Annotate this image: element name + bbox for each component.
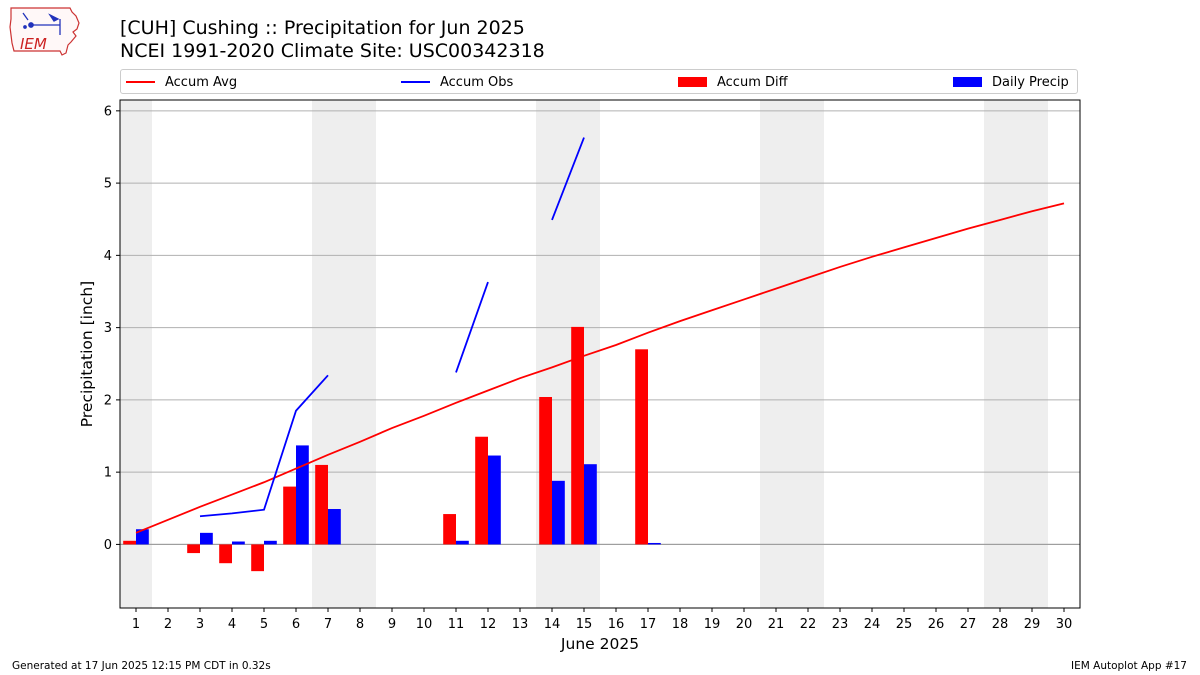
x-tick-label: 21 (768, 617, 785, 632)
legend-item-accum-diff: Accum Diff (678, 73, 788, 91)
x-tick-label: 19 (704, 617, 721, 632)
x-tick-label: 8 (356, 617, 364, 632)
line-accum-obs (551, 137, 585, 221)
x-tick-label: 25 (896, 617, 913, 632)
y-tick-label: 3 (104, 321, 112, 336)
x-tick-label: 7 (324, 617, 332, 632)
y-axis-label: Precipitation [inch] (78, 281, 96, 427)
line-accum-avg (135, 202, 1065, 534)
bar-daily-precip (648, 542, 661, 545)
x-tick-label: 1 (132, 617, 140, 632)
bar-accum-diff (123, 540, 136, 545)
x-tick-label: 28 (992, 617, 1009, 632)
legend-label: Accum Diff (717, 74, 788, 90)
x-tick-label: 4 (228, 617, 236, 632)
bar-accum-diff (571, 326, 584, 545)
line-accum-obs (199, 374, 329, 518)
y-axis-ticks: 0 1 2 3 4 5 6 (104, 104, 120, 553)
bar-daily-precip (328, 509, 341, 545)
y-tick-label: 1 (104, 466, 112, 481)
x-tick-label: 5 (260, 617, 268, 632)
bar-daily-precip (584, 464, 597, 545)
y-tick-label: 2 (104, 393, 112, 408)
x-tick-label: 10 (416, 617, 433, 632)
x-tick-label: 9 (388, 617, 396, 632)
bar-accum-diff (315, 464, 328, 545)
weather-station-icon (22, 12, 61, 35)
legend-swatch (126, 81, 155, 83)
weekend-band (120, 100, 152, 608)
x-tick-label: 26 (928, 617, 945, 632)
x-tick-label: 16 (608, 617, 625, 632)
bar-accum-diff (219, 544, 232, 564)
x-tick-label: 29 (1024, 617, 1041, 632)
x-tick-label: 11 (448, 617, 465, 632)
x-tick-label: 12 (480, 617, 497, 632)
x-tick-label: 2 (164, 617, 172, 632)
bar-accum-diff (443, 514, 456, 545)
bar-daily-precip (136, 529, 149, 545)
plot-frame (119, 99, 1081, 609)
y-tick-label: 4 (104, 249, 112, 264)
bar-accum-diff (475, 436, 488, 545)
legend: Accum Avg Accum Obs Accum Diff Daily Pre… (120, 69, 1078, 94)
bar-accum-diff (635, 349, 648, 545)
x-tick-label: 18 (672, 617, 689, 632)
x-tick-label: 23 (832, 617, 849, 632)
bar-daily-precip (296, 445, 309, 545)
legend-swatch (401, 81, 430, 83)
x-tick-label: 6 (292, 617, 300, 632)
bar-daily-precip (200, 532, 213, 545)
bar-daily-precip (264, 540, 277, 545)
x-tick-label: 22 (800, 617, 817, 632)
bars (123, 326, 661, 572)
bar-accum-diff (283, 486, 296, 545)
iem-logo: IEM (9, 7, 80, 56)
legend-item-accum-obs: Accum Obs (401, 73, 513, 91)
y-tick-label: 5 (104, 177, 112, 192)
bar-daily-precip (456, 540, 469, 545)
x-tick-label: 3 (196, 617, 204, 632)
legend-swatch (953, 77, 982, 87)
legend-label: Daily Precip (992, 74, 1069, 90)
gridlines (120, 110, 1080, 545)
x-axis-ticks: 1 2 3 4 5 6 7 8 9 10 11 12 13 14 15 16 17 18 19 20 21 22 23 24 2… (132, 608, 1072, 632)
chart-title: [CUH] Cushing :: Precipitation for Jun 2… (120, 17, 525, 39)
x-tick-label: 14 (544, 617, 561, 632)
legend-item-daily-precip: Daily Precip (953, 73, 1069, 91)
chart-subtitle: NCEI 1991-2020 Climate Site: USC00342318 (120, 40, 545, 62)
weekend-band (984, 100, 1016, 608)
logo-text: IEM (20, 35, 47, 53)
x-tick-label: 27 (960, 617, 977, 632)
legend-label: Accum Avg (165, 74, 238, 90)
bar-daily-precip (552, 480, 565, 545)
x-axis-label: June 2025 (560, 635, 639, 653)
line-accum-obs (455, 281, 489, 373)
footer-generated: Generated at 17 Jun 2025 12:15 PM CDT in… (12, 660, 271, 672)
bar-daily-precip (232, 541, 245, 545)
footer-app: IEM Autoplot App #17 (1071, 660, 1187, 672)
bar-accum-diff (539, 396, 552, 545)
weekend-band (792, 100, 824, 608)
x-tick-label: 17 (640, 617, 657, 632)
x-tick-label: 13 (512, 617, 529, 632)
weekend-band (760, 100, 792, 608)
x-tick-label: 20 (736, 617, 753, 632)
bar-daily-precip (488, 455, 501, 545)
bar-accum-diff (251, 544, 264, 572)
legend-swatch (678, 77, 707, 87)
y-tick-label: 6 (104, 104, 112, 119)
weekend-band (1016, 100, 1048, 608)
x-tick-label: 30 (1056, 617, 1073, 632)
x-tick-label: 24 (864, 617, 881, 632)
x-tick-label: 15 (576, 617, 593, 632)
weekend-band (344, 100, 376, 608)
legend-label: Accum Obs (440, 74, 514, 90)
bar-accum-diff (187, 544, 200, 554)
y-tick-label: 0 (104, 538, 112, 553)
lines (135, 137, 1065, 534)
legend-item-accum-avg: Accum Avg (126, 73, 237, 91)
